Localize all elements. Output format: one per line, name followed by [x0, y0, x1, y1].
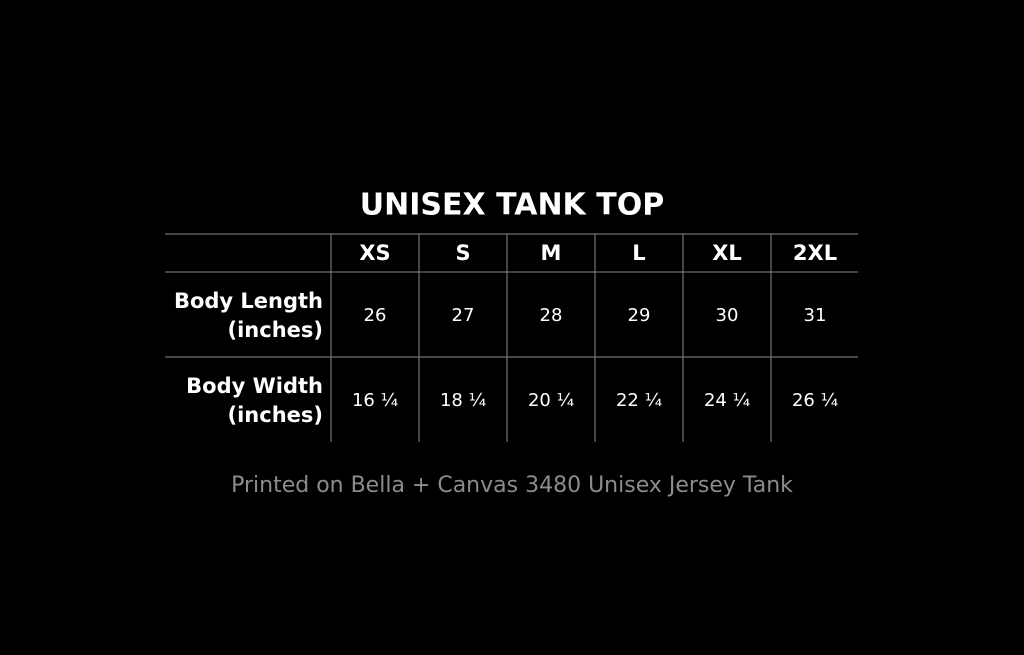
row-label: Body Length [174, 289, 323, 313]
cell: 29 [628, 305, 651, 326]
grid-lines [165, 233, 858, 358]
cell: 24 ¼ [704, 390, 750, 411]
cell: 26 [364, 305, 387, 326]
column-header: M [541, 241, 562, 265]
caption: Printed on Bella + Canvas 3480 Unisex Je… [231, 473, 793, 498]
column-header: L [632, 241, 645, 265]
cell: 16 ¼ [352, 390, 398, 411]
row-label: (inches) [228, 318, 323, 342]
column-header: S [455, 241, 470, 265]
cell: 18 ¼ [440, 390, 486, 411]
cell: 20 ¼ [528, 390, 574, 411]
row-label: (inches) [228, 403, 323, 427]
cell: 31 [804, 305, 827, 326]
cell: 28 [540, 305, 563, 326]
cell: 27 [452, 305, 475, 326]
cell: 30 [716, 305, 739, 326]
column-header: 2XL [793, 241, 837, 265]
column-header: XS [359, 241, 390, 265]
cell: 26 ¼ [792, 390, 838, 411]
cell: 22 ¼ [616, 390, 662, 411]
title: UNISEX TANK TOP [360, 188, 664, 223]
row-label: Body Width [186, 374, 323, 398]
column-header: XL [712, 241, 742, 265]
